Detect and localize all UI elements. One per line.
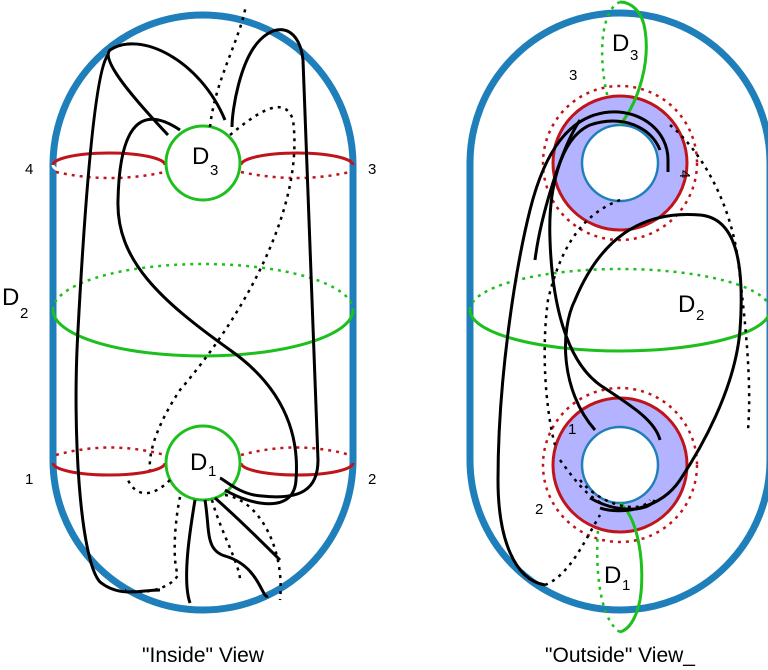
outside-bottom-red-dotted (541, 386, 699, 544)
inside-red-bottom-right-dotted (240, 446, 351, 457)
outside-top-red-dotted (541, 84, 699, 242)
inside-red-top-left-front (51, 151, 167, 166)
inside-red-bottom-left-dotted (55, 446, 166, 457)
outside-curves-dotted (543, 124, 751, 587)
inside-d2-front (51, 309, 355, 358)
inside-d1-circle (164, 424, 242, 502)
outside-top-hole (580, 123, 660, 203)
inside-curves-dotted (124, 4, 296, 601)
outside-mark-bottom-inner: 1 (568, 421, 576, 438)
inside-red-top-right-dotted (240, 170, 351, 180)
outside-d3-solid (618, 0, 648, 126)
inside-mark-top-left: 4 (25, 161, 33, 178)
inside-d2-back (51, 262, 355, 311)
outside-d1-sub: 1 (622, 577, 630, 594)
inside-red-bottom-left-front (51, 462, 167, 477)
inside-mark-bottom-left: 1 (25, 471, 33, 488)
outside-d2-sub: 2 (696, 307, 704, 324)
inside-red-top-right-front (239, 151, 355, 166)
outside-view: 3 4 1 2 D 3 D 2 D 1 "Outside" View_ (466, 0, 768, 667)
outside-mark-bottom-outer: 2 (535, 501, 543, 518)
inside-red-top-left-back (51, 164, 167, 179)
outside-d2-back (468, 267, 768, 311)
outside-capsule (466, 9, 768, 614)
inside-mark-bottom-right: 2 (368, 471, 376, 488)
inside-red-top-left-dots (51, 164, 167, 179)
inside-d3-letter: D (192, 143, 209, 170)
outside-mark-top-outer: 3 (569, 67, 577, 84)
inside-caption: "Inside" View (142, 644, 265, 667)
inside-d2-sub: 2 (20, 305, 28, 322)
inside-mark-top-right: 3 (368, 161, 376, 178)
inside-d1-letter: D (190, 449, 207, 476)
outside-d3-letter: D (612, 30, 629, 57)
outside-curves (496, 110, 743, 587)
outside-d2-front (468, 309, 768, 353)
outside-d1-letter: D (604, 562, 621, 589)
inside-d2-letter: D (2, 284, 19, 311)
inside-red-top-left-dotted (55, 170, 166, 180)
outside-d2-letter: D (678, 291, 695, 318)
outside-d1-solid (618, 501, 644, 634)
inside-curves (74, 28, 320, 604)
inside-capsule (49, 11, 357, 614)
inside-d3-circle (164, 124, 242, 202)
inside-view: 4 3 1 2 D 3 D 2 D 1 "Inside" View (2, 4, 376, 667)
outside-d3-dotted (600, 0, 621, 99)
outside-mark-top-inner: 4 (676, 170, 693, 178)
outside-d3-sub: 3 (630, 47, 638, 64)
outside-caption: "Outside" View_ (545, 644, 695, 667)
inside-d3-sub: 3 (210, 162, 218, 179)
inside-d1-sub: 1 (208, 463, 216, 480)
